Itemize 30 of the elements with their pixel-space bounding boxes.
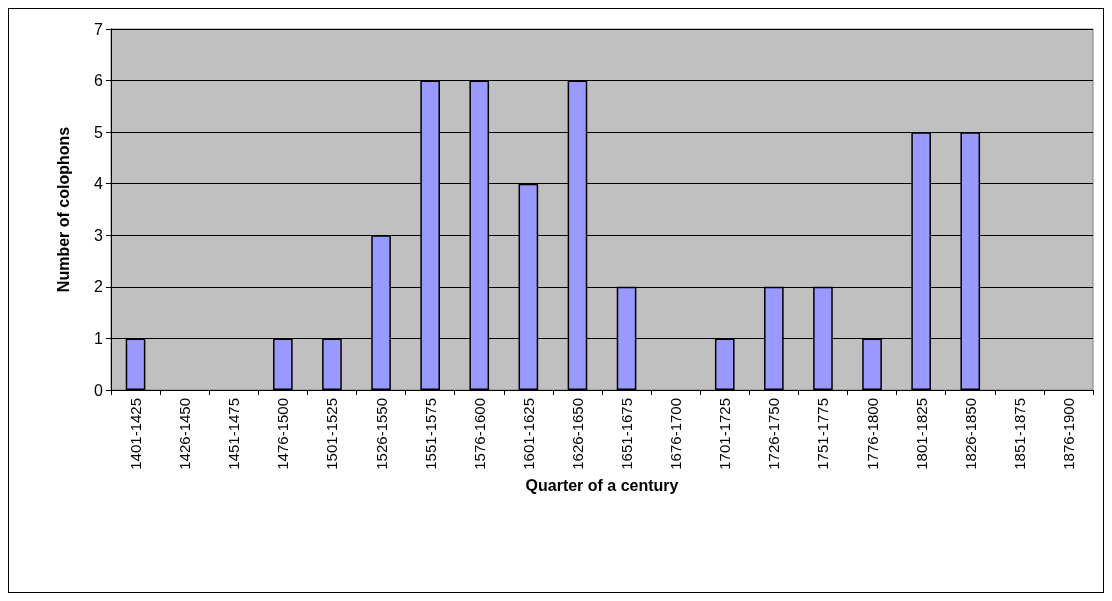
x-tick-label: 1826-1850 xyxy=(961,398,979,470)
x-tick-label: 1451-1475 xyxy=(225,398,243,470)
y-tick-label: 3 xyxy=(94,226,104,244)
x-tick-label: 1401-1425 xyxy=(127,398,145,470)
y-tick-label: 4 xyxy=(94,175,104,193)
x-tick-label: 1651-1675 xyxy=(618,398,636,470)
x-tick-label: 1851-1875 xyxy=(1010,398,1028,470)
x-tick-label: 1501-1525 xyxy=(323,398,341,470)
y-tick-label: 5 xyxy=(94,123,104,141)
y-axis-title: Number of colophons xyxy=(54,126,72,293)
y-tick-label: 0 xyxy=(94,381,104,399)
x-tick-label: 1601-1625 xyxy=(519,398,537,470)
x-tick-label: 1551-1575 xyxy=(421,398,439,470)
y-tick-label: 2 xyxy=(94,278,104,296)
x-tick-label: 1776-1800 xyxy=(863,398,881,470)
y-tick-label: 7 xyxy=(94,20,104,38)
x-tick-label: 1576-1600 xyxy=(470,398,488,470)
y-tick-label: 1 xyxy=(94,329,104,347)
y-tick-label: 6 xyxy=(94,72,104,90)
x-tick-label: 1876-1900 xyxy=(1059,398,1077,470)
x-tick-label: 1701-1725 xyxy=(716,398,734,470)
x-tick-label: 1726-1750 xyxy=(765,398,783,470)
x-tick-label: 1676-1700 xyxy=(667,398,685,470)
x-tick-label: 1801-1825 xyxy=(912,398,930,470)
x-tick-label: 1626-1650 xyxy=(568,398,586,470)
x-tick-label: 1426-1450 xyxy=(176,398,194,470)
x-axis-title: Quarter of a century xyxy=(525,477,679,495)
x-tick-label: 1526-1550 xyxy=(372,398,390,470)
x-tick-label: 1476-1500 xyxy=(274,398,292,470)
x-tick-label: 1751-1775 xyxy=(814,398,832,470)
